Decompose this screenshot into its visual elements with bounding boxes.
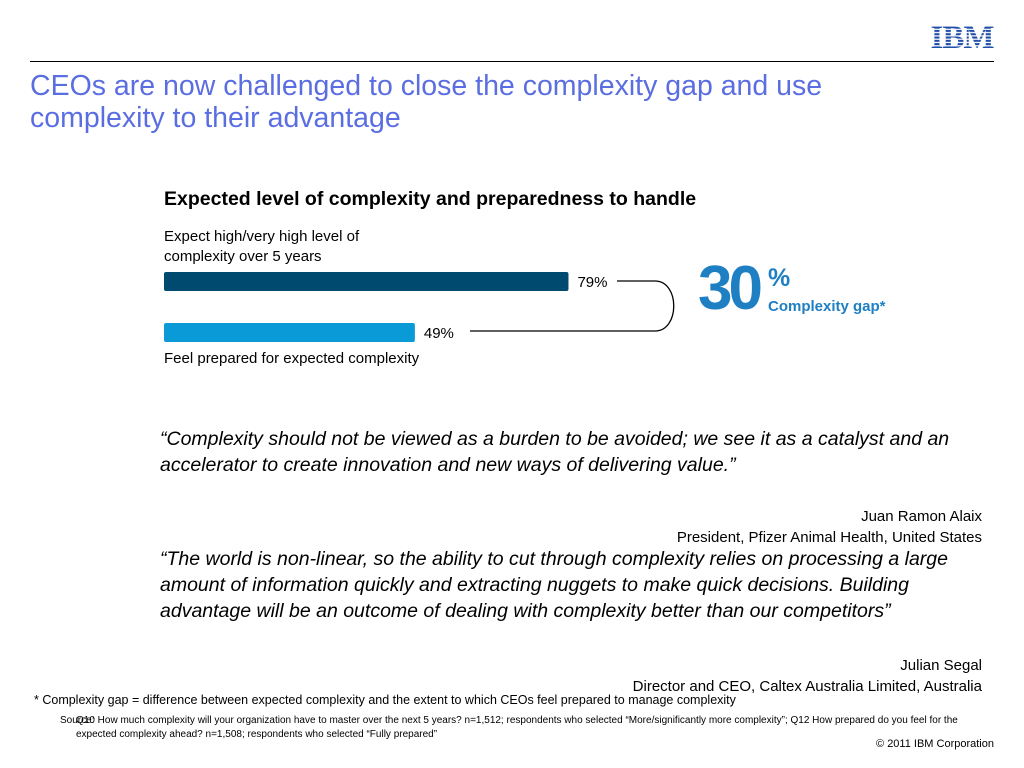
bar-label-expect: Expect high/very high level of complexit… [164,228,360,265]
source-label: Source: [60,715,95,726]
source-note: Source: Q10 How much complexity will you… [60,714,970,742]
value-label-expect: 79% [577,274,607,291]
quote-attribution-alaix: Juan Ramon Alaix President, Pfizer Anima… [677,506,982,548]
quote-segal: “The world is non-linear, so the ability… [160,548,948,622]
svg-text:IBM: IBM [931,20,995,53]
gap-unit: % [768,264,791,292]
bar-label-prepared: Feel prepared for expected complexity [164,350,420,367]
value-label-prepared: 49% [424,325,454,342]
gap-label: Complexity gap* [768,298,886,315]
ibm-logo: IBM [931,20,995,53]
quote-alaix: “Complexity should not be viewed as a bu… [160,428,950,476]
quote-attribution-segal: Julian Segal Director and CEO, Caltex Au… [633,655,982,697]
bar-expect [164,272,569,291]
quote-role: Director and CEO, Caltex Australia Limit… [632,678,982,695]
footnote: * Complexity gap = difference between ex… [34,693,736,707]
bar-prepared [164,323,415,342]
source-text: Q10 How much complexity will your organi… [76,715,958,740]
quote-author: Juan Ramon Alaix [861,508,982,525]
gap-bracket [470,280,675,332]
slide-title: CEOs are now challenged to close the com… [30,70,823,134]
quote-role: President, Pfizer Animal Health, United … [676,529,982,546]
chart-title: Expected level of complexity and prepare… [164,188,697,210]
copyright: © 2011 IBM Corporation [876,738,994,750]
quote-author: Julian Segal [900,657,982,674]
gap-value: 30 [698,254,763,323]
header-divider [30,61,994,62]
